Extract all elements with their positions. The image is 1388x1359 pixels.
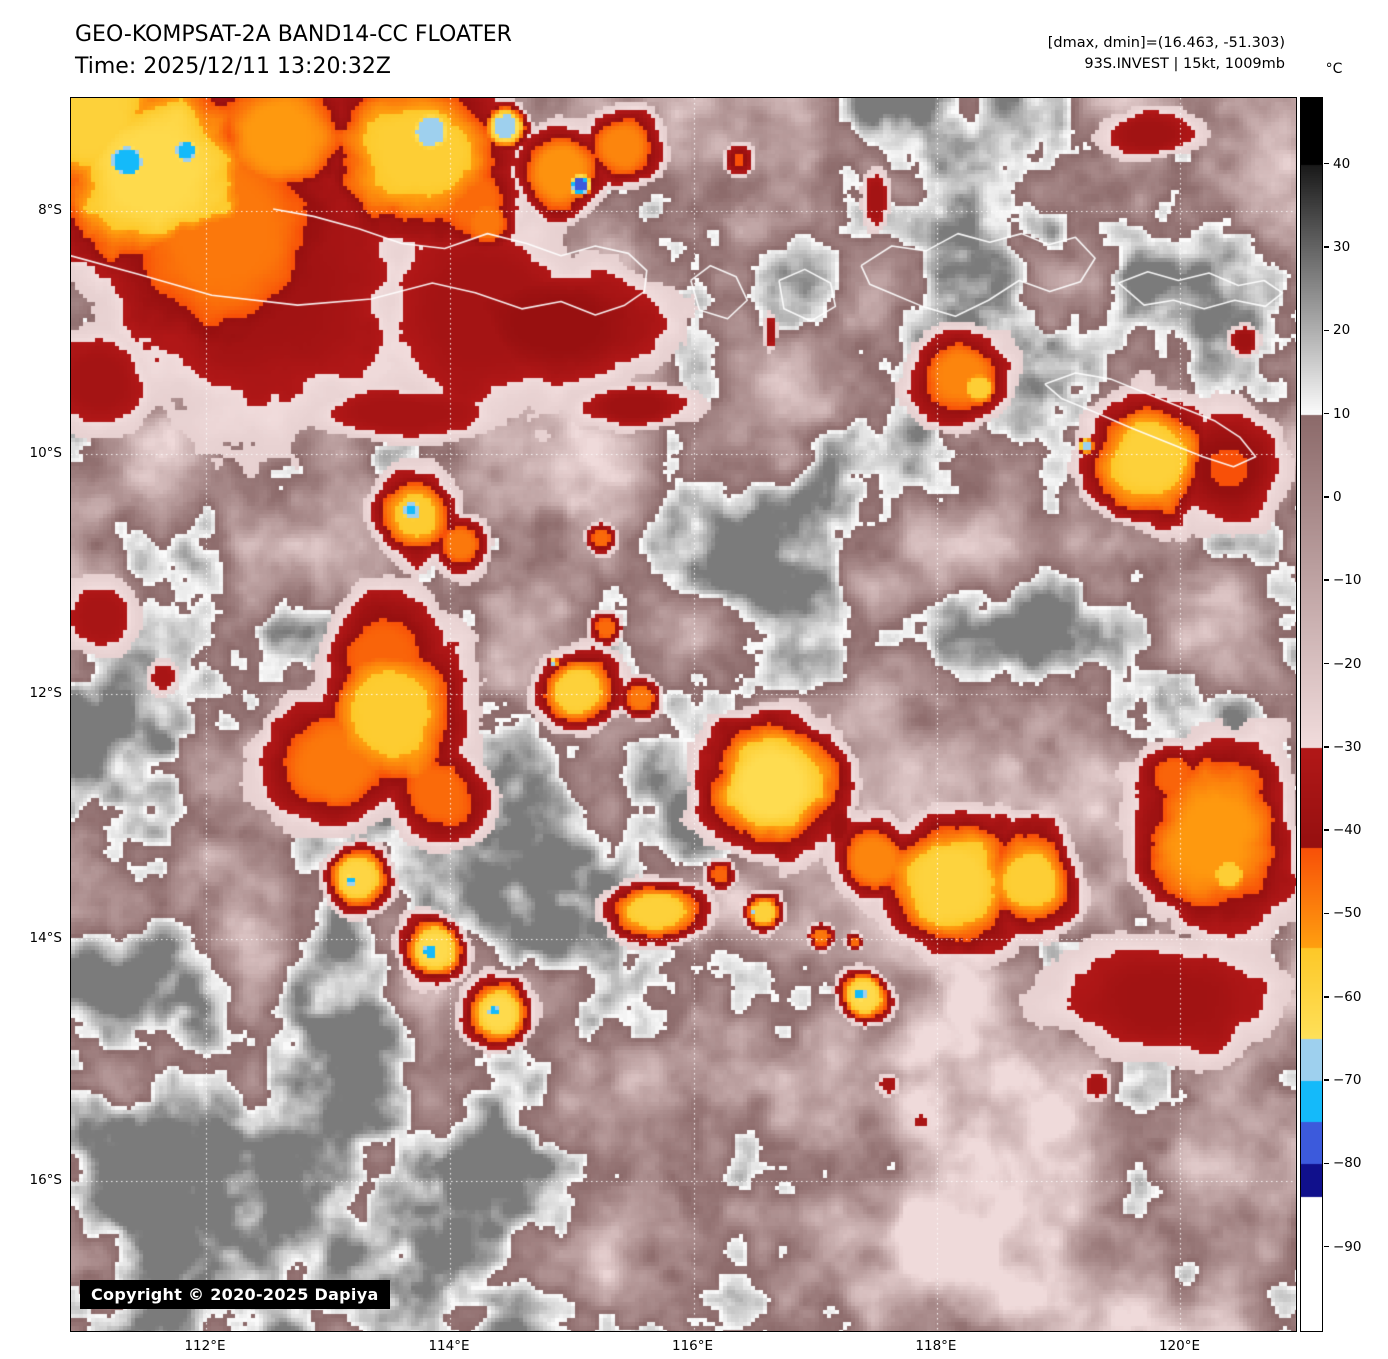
colorbar-tick	[1324, 246, 1329, 248]
colorbar-tick-label: 10	[1333, 405, 1351, 422]
lat-tick-label: 12°S	[29, 684, 63, 701]
product-title: GEO-KOMPSAT-2A BAND14-CC FLOATER	[75, 22, 512, 47]
lat-tick-label: 16°S	[29, 1171, 63, 1188]
temperature-colorbar	[1300, 97, 1323, 1332]
lon-tick-label: 114°E	[428, 1338, 470, 1354]
colorbar-tick	[1324, 1245, 1329, 1248]
colorbar-tick-label: −20	[1333, 655, 1362, 672]
colorbar-tick	[1324, 1079, 1329, 1081]
lon-tick-label: 116°E	[672, 1338, 714, 1354]
colorbar-tick	[1324, 996, 1329, 998]
colorbar-tick-label: −10	[1333, 572, 1362, 589]
dmax-dmin-readout: [dmax, dmin]=(16.463, -51.303)	[1047, 35, 1285, 51]
colorbar-tick-label: 0	[1333, 488, 1342, 505]
header-meta: [dmax, dmin]=(16.463, -51.303) 93S.INVES…	[1048, 33, 1285, 75]
colorbar-tick	[1324, 746, 1329, 748]
colorbar-tick-label: 30	[1333, 238, 1351, 255]
product-timestamp: Time: 2025/12/11 13:20:32Z	[75, 54, 391, 79]
colorbar-tick-label: 20	[1333, 322, 1351, 339]
colorbar-tick-label: −90	[1333, 1238, 1362, 1255]
lat-tick-label: 14°S	[29, 930, 63, 947]
satellite-imagery	[71, 98, 1296, 1331]
colorbar-gradient	[1301, 98, 1322, 1331]
colorbar-unit-label: °C	[1325, 61, 1343, 77]
colorbar-tick	[1324, 412, 1329, 415]
colorbar-tick	[1324, 579, 1329, 581]
colorbar-tick-label: 40	[1333, 155, 1351, 172]
lon-tick-label: 120°E	[1158, 1338, 1200, 1354]
colorbar-tick-label: −40	[1333, 822, 1362, 839]
colorbar-tick	[1324, 162, 1329, 165]
lon-tick-label: 112°E	[184, 1338, 226, 1354]
map-frame: Copyright © 2020-2025 Dapiya	[70, 97, 1297, 1332]
colorbar-tick	[1324, 496, 1329, 498]
colorbar-tick	[1324, 329, 1329, 332]
storm-info-readout: 93S.INVEST | 15kt, 1009mb	[1084, 56, 1285, 72]
colorbar-tick	[1324, 662, 1329, 665]
copyright-badge: Copyright © 2020-2025 Dapiya	[80, 1280, 390, 1309]
colorbar-tick-label: −80	[1333, 1155, 1362, 1172]
colorbar-tick	[1324, 829, 1329, 831]
lon-tick-label: 118°E	[915, 1338, 957, 1354]
lat-tick-label: 8°S	[38, 201, 62, 218]
lat-tick-label: 10°S	[29, 444, 63, 461]
colorbar-tick-label: −50	[1333, 905, 1362, 922]
colorbar-tick	[1324, 912, 1329, 915]
colorbar-tick-label: −60	[1333, 988, 1362, 1005]
colorbar-tick-label: −70	[1333, 1072, 1362, 1089]
colorbar-tick-label: −30	[1333, 738, 1362, 755]
colorbar-tick	[1324, 1162, 1329, 1165]
